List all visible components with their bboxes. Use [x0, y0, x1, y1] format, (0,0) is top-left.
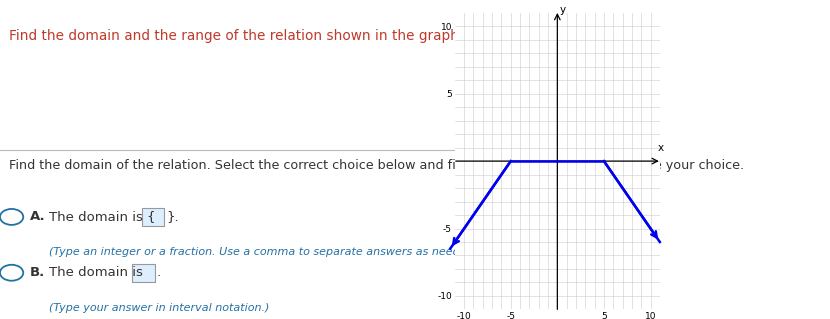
Text: x: x	[658, 143, 664, 153]
Text: The domain is {: The domain is {	[49, 211, 155, 223]
Text: }.: }.	[166, 211, 179, 223]
Text: Find the domain and the range of the relation shown in the graph.: Find the domain and the range of the rel…	[9, 29, 463, 43]
Text: (Type an integer or a fraction. Use a comma to separate answers as needed.): (Type an integer or a fraction. Use a co…	[49, 247, 481, 257]
Text: .: .	[157, 266, 161, 279]
Text: y: y	[560, 5, 566, 15]
Text: B.: B.	[30, 266, 46, 279]
Text: Find the domain of the relation. Select the correct choice below and fill in the: Find the domain of the relation. Select …	[9, 160, 745, 173]
Text: A.: A.	[30, 211, 46, 223]
FancyBboxPatch shape	[142, 208, 164, 226]
Text: The domain is: The domain is	[49, 266, 143, 279]
FancyBboxPatch shape	[133, 264, 154, 282]
Text: (Type your answer in interval notation.): (Type your answer in interval notation.)	[49, 303, 269, 313]
